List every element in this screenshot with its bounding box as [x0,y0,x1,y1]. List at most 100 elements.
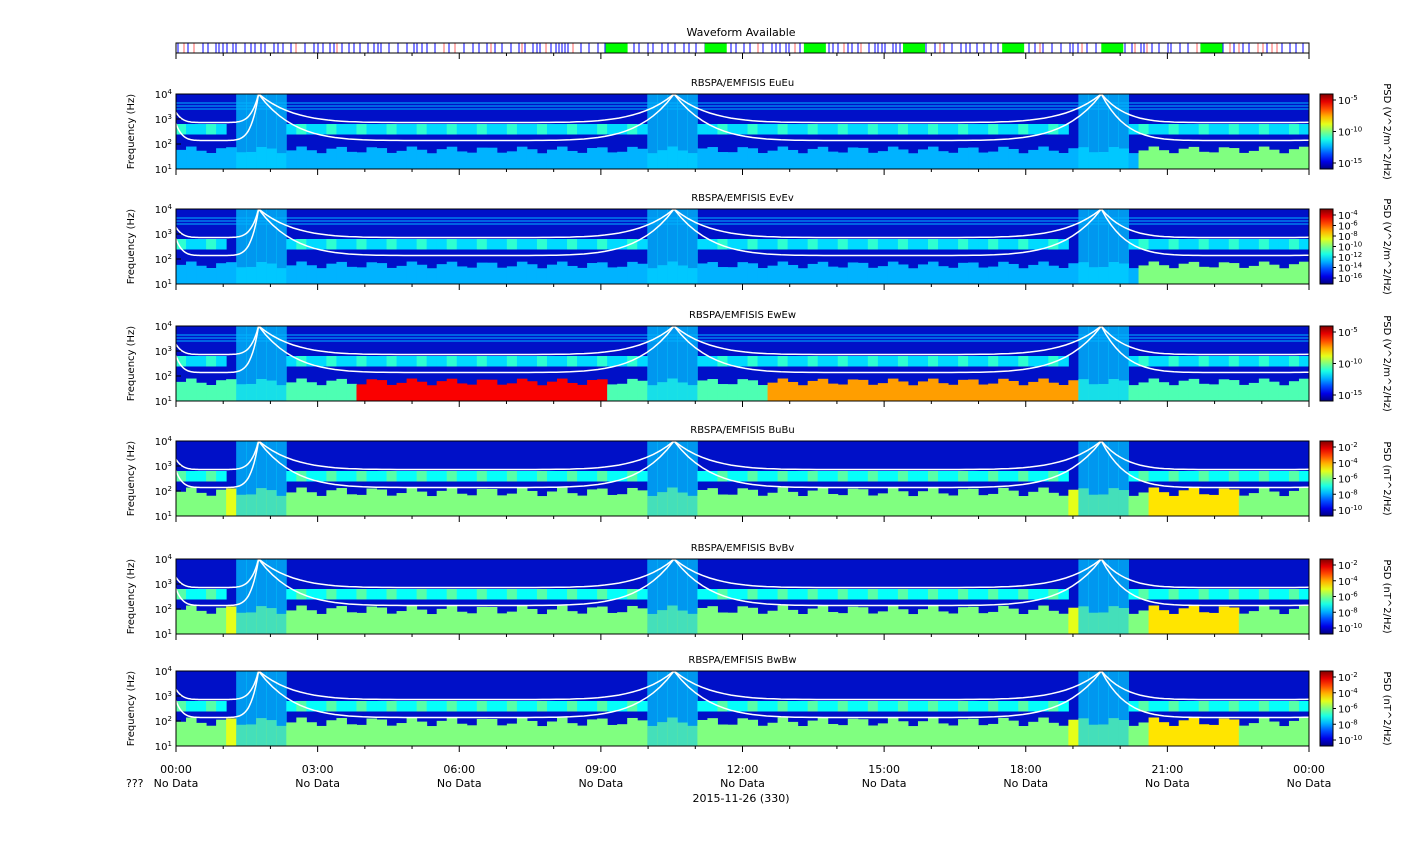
spectrogram-cell [647,94,658,169]
spectrogram-cell [1238,152,1250,169]
spectrogram-cell [466,267,478,284]
colorbar-tick-label: 10-5 [1338,326,1358,339]
spectrogram-cell [486,471,498,482]
spectrogram-cell [1048,722,1059,746]
y-tick-label: 101 [155,510,172,523]
spectrogram-cell [446,261,458,284]
spectrogram-cell [1048,610,1059,634]
spectrogram-cell [877,356,889,367]
spectrogram-cell [496,495,508,516]
spectrogram-cell [557,239,568,250]
spectrogram-cell [1278,614,1290,634]
spectrogram-cell [496,384,508,401]
colorbar-label: PSD (V^2/m^2/Hz) [1381,315,1392,412]
spectrogram-cell [968,701,979,712]
spectrogram-cell [807,490,819,516]
spectrogram-cell [316,701,327,712]
spectrogram-cell [1018,589,1029,600]
spectrogram-cell [717,239,728,250]
spectrogram-cell [767,150,779,169]
spectrogram-cell [777,717,789,746]
spectrogram-cell [1228,471,1240,482]
colorbar-tick-label: 10-2 [1338,441,1358,454]
spectrogram-cell [306,701,317,712]
colorbar-tick-label: 10-15 [1338,389,1362,402]
spectrogram-cell [827,471,839,482]
spectrogram-cell [637,608,648,634]
spectrogram-cell [847,471,859,482]
harmonic-curve [673,326,1102,374]
spectrogram-cell [546,239,558,250]
spectrogram-image [176,559,1309,634]
spectrogram-cell [877,239,889,250]
spectrogram-cell [516,378,528,401]
spectrogram-cell [536,471,548,482]
spectrogram-cell [907,268,919,284]
spectrogram-cell [737,606,749,634]
spectrogram-cell [316,239,327,250]
waveform-strip: Waveform Available [175,26,1310,59]
spectrogram-cell [657,671,668,746]
spectrogram-cell [887,261,899,284]
spectrogram-cell [1228,148,1240,169]
spectrogram-cell [797,701,809,712]
panel-title: RBSPA/EMFISIS EvEv [691,193,794,204]
spectrogram-cell [687,671,698,746]
spectrogram-cell [597,356,608,367]
spectrogram-cell [707,239,718,250]
spectrogram-cell [1038,605,1049,634]
spectrogram-cell [887,146,899,169]
spectrogram-cell [567,150,578,169]
spectrogram-cell [386,701,398,712]
spectrogram-cell [536,356,548,367]
spectrogram-cell [1208,152,1220,169]
spectrogram-cell [216,607,227,634]
spectrogram-cell [1188,471,1200,482]
spectrogram-cell [907,496,919,516]
spectrogram-cell [216,356,227,367]
spectrogram-cell [777,124,789,135]
spectrogram-cell [917,381,929,401]
spectrogram-cell [196,701,207,712]
spectrogram-cell [236,441,247,516]
spectrogram-cell [647,671,658,746]
spectrogram-cell [1028,149,1039,169]
spectrogram-cell [406,146,418,169]
spectrogram-cell [927,589,939,600]
spectrogram-cell [887,487,899,516]
spectrogram-cell [416,491,428,516]
spectrogram-cell [1078,209,1089,284]
spectrogram-cell [536,239,548,250]
spectrogram-cell [847,356,859,367]
spectrogram-cell [326,701,337,712]
spectrogram-cell [1158,239,1170,250]
spectrogram-cell [837,725,849,746]
x-tick-label: 18:00 [1010,763,1042,776]
spectrogram-cell [356,239,368,250]
spectrogram-cell [1038,124,1049,135]
spectrogram-cell [587,356,598,367]
spectrogram-cell [958,147,969,169]
spectrogram-cell [456,383,468,401]
spectrogram-cell [978,152,989,169]
spectrogram-cell [917,589,929,600]
spectrogram-cell [1198,239,1210,250]
waveform-ticks [175,53,1310,59]
spectrogram-cell [767,722,779,746]
spectrogram-cell [988,493,999,516]
spectrogram-cell [797,589,809,600]
spectrogram-cell [346,124,357,135]
spectrogram-cell [627,146,638,169]
spectrogram-cell [476,701,488,712]
spectrogram-cell [1248,611,1260,634]
harmonic-curve [258,441,675,471]
harmonic-curve [673,671,1102,701]
spectrogram-cell [557,701,568,712]
spectrogram-cell [1038,146,1049,169]
spectrogram-cell [1158,722,1170,746]
spectrogram-cell [1288,720,1300,746]
spectrogram-cell [336,124,347,135]
spectrogram-cell [256,671,267,746]
spectrogram-cell [567,723,578,746]
spectrogram-cell [938,239,949,250]
